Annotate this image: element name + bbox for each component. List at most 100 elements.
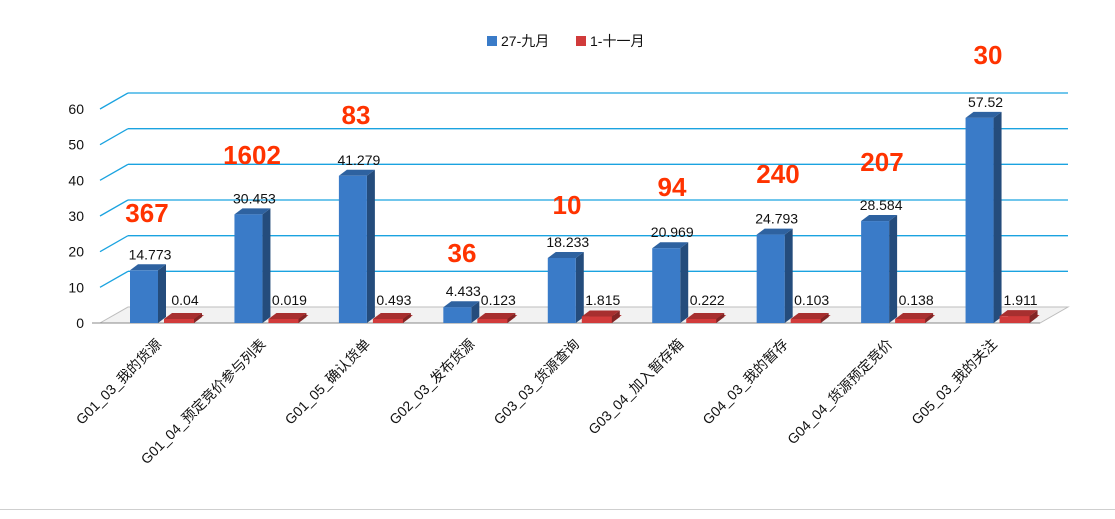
bar-4-side [575, 251, 584, 323]
blue-data-label: 18.233 [546, 234, 589, 250]
red-data-label: 0.123 [481, 292, 516, 308]
red-bar-7-top [895, 313, 934, 319]
y-tick-label: 0 [76, 315, 84, 331]
x-category-label: G04_04_货源预定竞价 [784, 336, 895, 447]
bar-4-top [547, 251, 584, 258]
red-data-label: 0.019 [272, 292, 307, 308]
bar-0-side [158, 264, 166, 323]
red-bar-8 [999, 316, 1030, 323]
blue-data-label: 24.793 [755, 211, 798, 227]
blue-data-label: 57.52 [968, 94, 1003, 110]
bar-4 [547, 257, 576, 323]
x-category-label: G03_03_货源查询 [490, 336, 582, 428]
red-data-label: 0.103 [794, 292, 829, 308]
bar-2-side [366, 169, 375, 323]
red-bar-1-side [298, 313, 307, 323]
annotation-label: 207 [860, 147, 903, 177]
red-bar-6 [790, 319, 821, 323]
annotation-label: 83 [342, 100, 371, 130]
bar-3 [443, 307, 472, 323]
bottom-divider [0, 509, 1115, 510]
red-bar-4-side [611, 310, 620, 323]
blue-data-label: 14.773 [129, 246, 172, 262]
legend-swatch-series-1 [487, 36, 497, 46]
gridline-diag [99, 235, 129, 253]
red-data-label: 0.138 [899, 292, 934, 308]
y-tick-label: 30 [68, 208, 84, 224]
blue-data-label: 4.433 [446, 283, 481, 299]
annotation-label: 94 [658, 172, 687, 202]
y-tick-label: 40 [68, 172, 84, 188]
y-tick-label: 60 [68, 101, 84, 117]
red-bar-5-top [686, 313, 725, 319]
bar-7-side [889, 215, 898, 323]
bar-7-top [861, 215, 898, 222]
red-bar-2-side [402, 313, 411, 323]
red-data-label: 1.815 [585, 292, 620, 308]
x-category-label: G01_03_我的货源 [73, 336, 165, 428]
gridline-diag [99, 128, 129, 146]
bar-2 [338, 175, 367, 323]
bar-0 [130, 270, 158, 323]
red-data-label: 0.04 [171, 292, 198, 308]
gridline-diag [99, 270, 129, 288]
x-category-label: G01_05_确认货单 [282, 336, 374, 428]
x-category-label: G03_04_加入暂存箱 [585, 336, 687, 438]
red-bar-3-side [507, 313, 516, 323]
x-category-label: G05_03_我的关注 [908, 336, 1000, 428]
legend-swatch-series-2 [576, 36, 586, 46]
gridline-diag [99, 199, 129, 217]
red-bar-5 [686, 319, 717, 323]
bar-5 [652, 248, 681, 323]
bar-6-side [784, 228, 793, 323]
red-data-label: 1.911 [1004, 292, 1038, 308]
red-bar-1-top [268, 313, 307, 319]
red-data-label: 0.493 [376, 292, 411, 308]
bar-1-top [234, 208, 271, 215]
blue-data-label: 41.279 [337, 152, 380, 168]
bar-5-side [680, 242, 689, 323]
bar-1-side [262, 208, 271, 323]
bar-5-top [652, 242, 689, 249]
red-data-label: 0.222 [690, 292, 725, 308]
red-bar-2-top [372, 313, 411, 319]
bar-8-side [993, 111, 1002, 323]
bar-3-top [443, 301, 480, 308]
legend-label-series-2: 1-十一月 [590, 33, 644, 49]
blue-data-label: 30.453 [233, 190, 276, 206]
annotation-label: 30 [974, 40, 1003, 70]
bar-6 [756, 234, 785, 323]
red-bar-3-top [477, 313, 516, 319]
blue-data-label: 28.584 [860, 197, 903, 213]
annotation-label: 240 [756, 159, 799, 189]
red-bar-6-top [790, 313, 829, 319]
gridline-diag [99, 92, 129, 110]
red-bar-0-side [194, 313, 202, 323]
y-tick-label: 50 [68, 137, 84, 153]
annotation-label: 367 [125, 198, 168, 228]
red-bar-3 [477, 319, 508, 323]
annotation-label: 1602 [223, 140, 281, 170]
x-category-label: G04_03_我的暂存 [699, 336, 791, 428]
red-bar-7 [895, 319, 926, 323]
bar-6-top [756, 228, 793, 235]
annotation-label: 10 [553, 190, 582, 220]
y-tick-label: 10 [68, 279, 84, 295]
annotation-label: 36 [448, 238, 477, 268]
red-bar-8-top [999, 310, 1038, 317]
bar-7 [861, 221, 890, 323]
x-category-label: G02_03_发布货源 [386, 336, 478, 428]
bar-3-side [471, 301, 480, 323]
red-bar-2 [372, 319, 403, 323]
red-bar-8-side [1029, 310, 1038, 323]
bar-2-top [338, 169, 375, 176]
red-bar-1 [268, 319, 299, 323]
bar-8 [965, 117, 994, 323]
red-bar-4-top [581, 310, 620, 317]
red-bar-4 [581, 316, 612, 323]
red-bar-0-top [164, 313, 202, 319]
blue-data-label: 20.969 [651, 224, 694, 240]
red-bar-5-side [716, 313, 725, 323]
